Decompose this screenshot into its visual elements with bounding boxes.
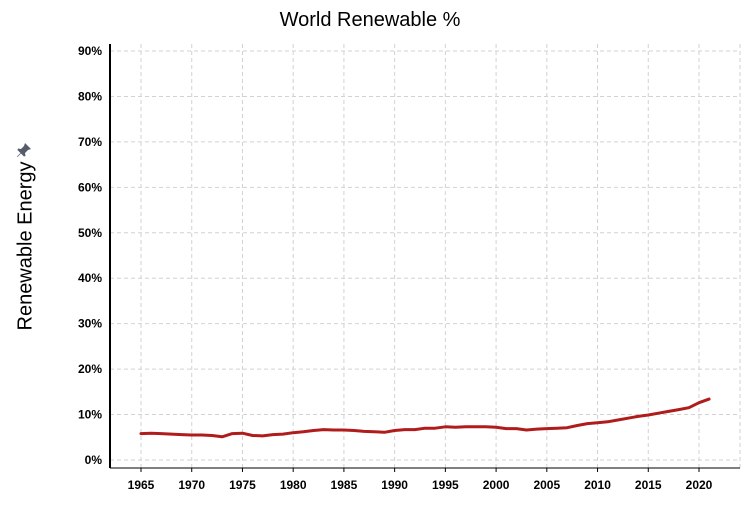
x-tick-label: 1980 (280, 478, 307, 492)
x-tick-label: 2010 (584, 478, 611, 492)
x-tick-label: 1990 (381, 478, 408, 492)
axes (109, 44, 740, 472)
y-tick-label: 60% (78, 180, 102, 194)
x-tick-label: 1975 (229, 478, 256, 492)
y-tick-label: 80% (78, 89, 102, 103)
y-tick-label: 70% (78, 135, 102, 149)
series-line (139, 397, 711, 439)
x-tick-label: 1965 (128, 478, 155, 492)
x-tick-label: 2005 (533, 478, 560, 492)
chart-title: World Renewable % (279, 9, 461, 31)
pin-icon[interactable] (16, 142, 32, 158)
y-tick-label: 40% (78, 271, 102, 285)
y-tick-label: 90% (78, 44, 102, 58)
x-tick-label: 1985 (331, 478, 358, 492)
series-layer (139, 397, 711, 439)
y-tick-label: 20% (78, 362, 102, 376)
x-tick-label: 2020 (686, 478, 713, 492)
x-tick-label: 2015 (635, 478, 662, 492)
tick-labels: 1965 1970 1975 1980 1985 1990 1995 2000 2005 2010… (78, 44, 713, 492)
grid-lines (110, 44, 741, 468)
y-tick-label: 50% (78, 226, 102, 240)
y-tick-label: 0% (85, 453, 103, 467)
x-tick-label: 2000 (483, 478, 510, 492)
y-tick-label: 30% (78, 317, 102, 331)
y-tick-label: 10% (78, 408, 102, 422)
x-tick-label: 1995 (432, 478, 459, 492)
x-tick-label: 1970 (178, 478, 205, 492)
